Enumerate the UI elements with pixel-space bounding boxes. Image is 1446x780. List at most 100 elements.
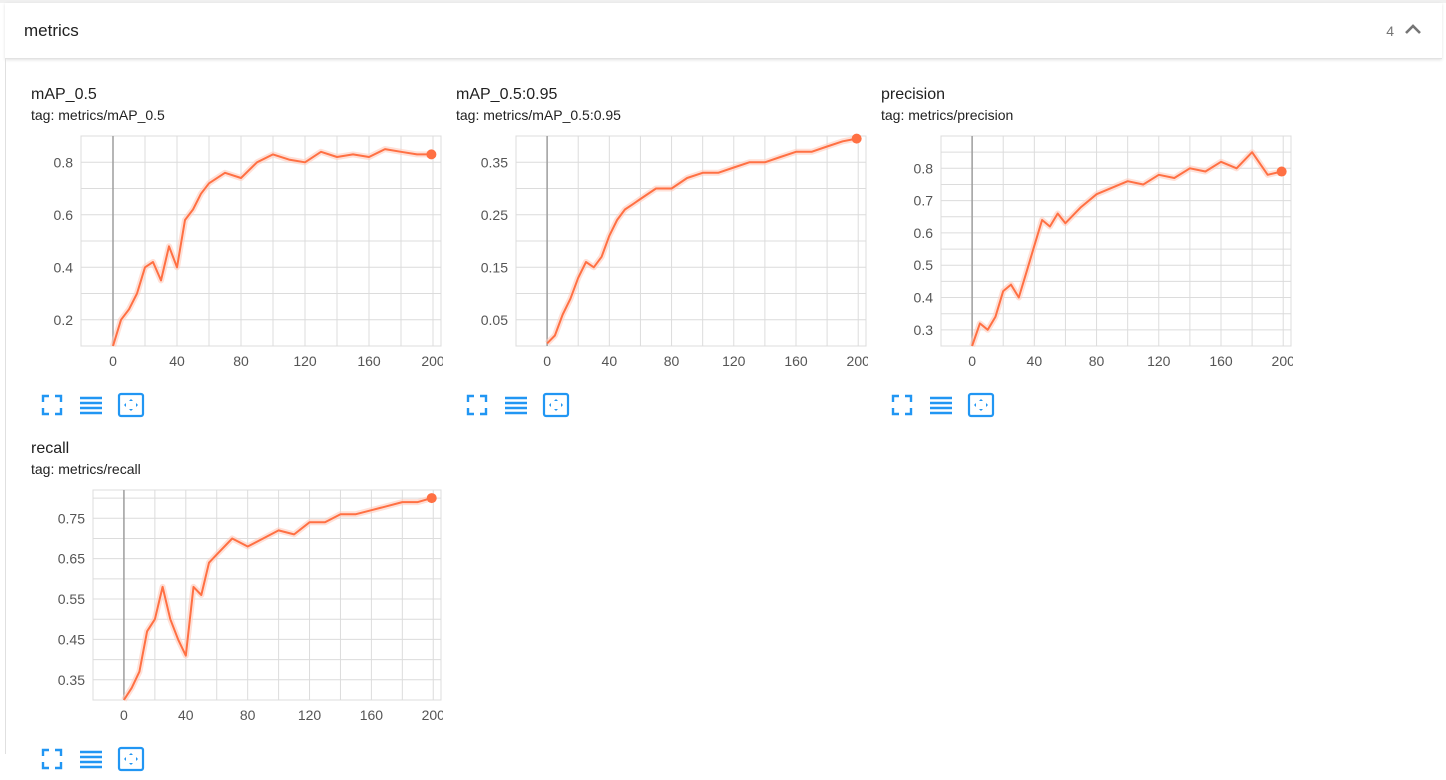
x-tick-label: 160: [357, 353, 381, 369]
x-tick-label: 200: [847, 353, 868, 369]
section-count: 4: [1386, 23, 1394, 39]
x-tick-label: 160: [784, 353, 808, 369]
plot-border: [940, 135, 1292, 347]
x-tick-label: 120: [293, 353, 317, 369]
x-tick-label: 120: [722, 353, 746, 369]
fullscreen-icon: [41, 748, 63, 770]
chart-card-precision: precision tag: metrics/precision 0.3 0.4 0…: [881, 86, 1311, 426]
chart-precision[interactable]: 0.3 0.4 0.5 0.6 0.7 0.8 0 40 80 120 160 200: [881, 126, 1293, 396]
y-tick-label: 0.65: [58, 551, 85, 567]
fit-domain-button[interactable]: [117, 746, 145, 772]
y-tick-label: 0.4: [914, 290, 934, 306]
x-tick-label: 200: [421, 353, 443, 369]
y-tick-label: 0.55: [58, 591, 85, 607]
fullscreen-icon: [466, 394, 488, 416]
chart-card-map-0-5-0-95: mAP_0.5:0.95 tag: metrics/mAP_0.5:0.95 0…: [456, 86, 886, 426]
toggle-log-button[interactable]: [503, 392, 529, 418]
series-last-point: [1276, 166, 1287, 177]
chart-map-0-5[interactable]: 0.2 0.4 0.6 0.8 0 40 80 120 160 200: [31, 126, 443, 396]
x-tick-label: 120: [1147, 353, 1171, 369]
series-last-point: [851, 133, 862, 144]
x-tick-label: 0: [543, 353, 551, 369]
x-tick-label: 160: [360, 707, 384, 723]
x-tick-label: 40: [169, 353, 185, 369]
x-tick-label: 40: [602, 353, 618, 369]
fit-domain-button[interactable]: [117, 392, 145, 418]
y-tick-label: 0.75: [58, 510, 85, 526]
x-tick-label: 40: [178, 707, 194, 723]
toggle-log-button[interactable]: [78, 746, 104, 772]
x-tick-label: 80: [233, 353, 249, 369]
chart-map-0-5-0-95[interactable]: 0.05 0.15 0.25 0.35 0 40 80 120 160 200: [456, 126, 868, 396]
toggle-log-button[interactable]: [78, 392, 104, 418]
toggle-log-button[interactable]: [928, 392, 954, 418]
fit-domain-icon: [117, 746, 145, 772]
section-title: metrics: [24, 21, 79, 40]
plot-border: [92, 489, 442, 701]
y-tick-label: 0.15: [481, 259, 508, 275]
y-tick-label: 0.7: [914, 193, 934, 209]
list-icon: [80, 396, 102, 415]
y-tick-label: 0.2: [54, 312, 74, 328]
series-last-point: [426, 493, 437, 504]
series-line: [112, 148, 432, 347]
x-tick-label: 0: [120, 707, 128, 723]
y-tick-label: 0.5: [914, 257, 934, 273]
chart-card-recall: recall tag: metrics/recall 0.35 0.45 0.55 0…: [31, 440, 461, 780]
chart-title: precision: [881, 86, 946, 103]
fullscreen-button[interactable]: [889, 392, 915, 418]
fullscreen-icon: [891, 394, 913, 416]
y-tick-label: 0.45: [58, 631, 85, 647]
y-tick-label: 0.8: [914, 160, 934, 176]
fullscreen-icon: [41, 394, 63, 416]
y-tick-label: 0.35: [481, 154, 508, 170]
chart-tag: tag: metrics/precision: [881, 107, 1014, 123]
x-tick-label: 200: [422, 707, 443, 723]
y-tick-label: 0.3: [914, 322, 934, 338]
list-icon: [505, 396, 527, 415]
y-tick-label: 0.35: [58, 672, 85, 688]
section-header[interactable]: metrics 4: [5, 3, 1442, 59]
chart-tag: tag: metrics/mAP_0.5: [31, 107, 165, 123]
fit-domain-button[interactable]: [967, 392, 995, 418]
frame-top-bar: [0, 0, 1446, 3]
fullscreen-button[interactable]: [464, 392, 490, 418]
x-tick-label: 80: [664, 353, 680, 369]
x-tick-label: 120: [298, 707, 322, 723]
list-icon: [930, 396, 952, 415]
series-last-point: [426, 149, 437, 160]
chart-recall[interactable]: 0.35 0.45 0.55 0.65 0.75 0 40 80 120 160 200: [31, 480, 443, 750]
fit-domain-icon: [542, 392, 570, 418]
chart-card-map-0-5: mAP_0.5 tag: metrics/mAP_0.5 0.2 0.4 0.6 0.…: [31, 86, 461, 426]
fit-domain-button[interactable]: [542, 392, 570, 418]
y-tick-label: 0.6: [914, 225, 934, 241]
y-tick-label: 0.6: [54, 207, 74, 223]
series-line: [546, 137, 857, 345]
chart-tag: tag: metrics/recall: [31, 461, 141, 477]
fullscreen-button[interactable]: [39, 392, 65, 418]
chart-title: recall: [31, 440, 70, 457]
x-tick-label: 80: [240, 707, 256, 723]
fit-domain-icon: [967, 392, 995, 418]
series-line: [971, 151, 1282, 347]
y-tick-label: 0.05: [481, 312, 508, 328]
chart-title: mAP_0.5:0.95: [456, 86, 558, 103]
y-tick-label: 0.25: [481, 207, 508, 223]
chart-title: mAP_0.5: [31, 86, 97, 103]
fullscreen-button[interactable]: [39, 746, 65, 772]
x-tick-label: 0: [968, 353, 976, 369]
chevron-up-icon[interactable]: [1402, 19, 1424, 41]
x-tick-label: 160: [1209, 353, 1233, 369]
x-tick-label: 200: [1272, 353, 1293, 369]
series-line: [123, 497, 432, 701]
x-tick-label: 80: [1089, 353, 1105, 369]
plot-border: [80, 135, 442, 347]
x-tick-label: 40: [1027, 353, 1043, 369]
y-tick-label: 0.8: [54, 154, 74, 170]
list-icon: [80, 750, 102, 769]
x-tick-label: 0: [109, 353, 117, 369]
plot-border: [515, 135, 867, 347]
y-tick-label: 0.4: [54, 259, 74, 275]
fit-domain-icon: [117, 392, 145, 418]
chart-tag: tag: metrics/mAP_0.5:0.95: [456, 107, 621, 123]
